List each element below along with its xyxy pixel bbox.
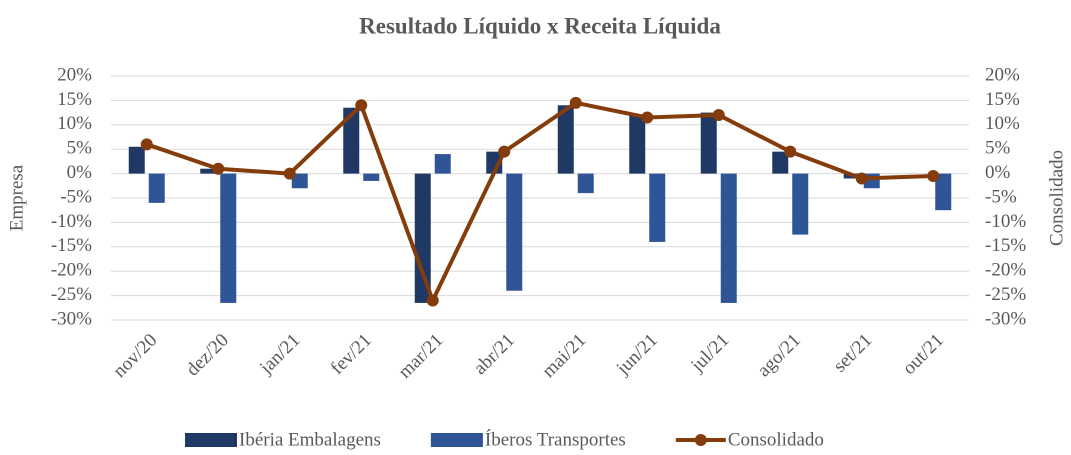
y-tick-label: 0% — [67, 162, 93, 183]
y-tick-label: -15% — [51, 235, 92, 256]
bar — [343, 107, 360, 174]
bar — [506, 173, 523, 291]
y-tick-label: -5% — [60, 186, 92, 207]
marker — [355, 99, 368, 112]
bar — [577, 173, 594, 194]
bar — [772, 151, 789, 174]
chart-title: Resultado Líquido x Receita Líquida — [359, 13, 721, 38]
x-tick-label: set/21 — [829, 330, 876, 377]
x-tick-label: jul/21 — [686, 330, 733, 377]
marker — [283, 167, 296, 180]
x-tick-label: mai/21 — [538, 330, 590, 382]
legend-swatch — [185, 433, 237, 447]
bar — [128, 146, 145, 174]
marker — [498, 145, 511, 158]
bar — [629, 115, 646, 174]
marker — [784, 145, 797, 158]
bar — [434, 154, 451, 174]
y-tick-label: 5% — [67, 138, 93, 159]
x-tick-label: dez/20 — [182, 330, 233, 381]
marker — [569, 96, 582, 109]
marker — [712, 109, 725, 122]
bar — [148, 173, 165, 203]
y2-tick-label: -20% — [985, 260, 1026, 281]
bar — [220, 173, 237, 303]
legend-label: Íberos Transportes — [485, 428, 626, 450]
legend-swatch — [694, 434, 707, 446]
marker — [855, 172, 868, 185]
x-tick-label: abr/21 — [470, 330, 519, 379]
bar — [935, 173, 952, 211]
x-tick-label: jan/21 — [255, 330, 304, 379]
bar — [200, 168, 217, 174]
bar — [649, 173, 666, 242]
legend-label: Consolidado — [728, 429, 824, 450]
marker — [927, 170, 940, 183]
marker — [426, 294, 439, 307]
y-tick-label: 20% — [57, 64, 92, 85]
y2-axis-title: Consolidado — [1046, 150, 1067, 246]
y-tick-label: -25% — [51, 284, 92, 305]
y2-tick-label: 10% — [985, 113, 1020, 134]
y2-tick-label: 0% — [985, 162, 1011, 183]
marker — [140, 138, 153, 151]
marker — [641, 111, 654, 124]
legend-swatch — [430, 433, 483, 447]
line — [146, 100, 934, 303]
y2-tick-label: 15% — [985, 89, 1020, 110]
y-tick-label: -30% — [51, 308, 92, 329]
bar — [414, 173, 431, 303]
x-tick-label: jun/21 — [612, 330, 662, 380]
bar — [557, 105, 574, 174]
bar — [291, 173, 308, 189]
y-tick-label: 10% — [57, 113, 92, 134]
bar — [792, 173, 809, 235]
y-axis-title: Empresa — [6, 164, 27, 231]
x-tick-label: mar/21 — [394, 330, 447, 383]
y2-tick-label: -15% — [985, 235, 1026, 256]
y2-tick-label: 5% — [985, 138, 1011, 159]
y-tick-label: 15% — [57, 89, 92, 110]
y2-tick-label: -10% — [985, 211, 1026, 232]
y2-tick-label: -25% — [985, 284, 1026, 305]
x-tick-label: fev/21 — [327, 330, 376, 379]
y-tick-label: -20% — [51, 260, 92, 281]
marker — [212, 162, 225, 175]
bar — [700, 112, 717, 174]
x-tick-label: out/21 — [899, 330, 948, 379]
y2-tick-label: -30% — [985, 308, 1026, 329]
bar — [720, 173, 737, 303]
y2-tick-label: -5% — [985, 186, 1017, 207]
x-tick-label: ago/21 — [753, 330, 804, 381]
x-tick-label: nov/20 — [109, 330, 161, 382]
bar — [363, 173, 380, 181]
y2-tick-label: 20% — [985, 64, 1020, 85]
y-tick-label: -10% — [51, 211, 92, 232]
legend-label: Ibéria Embalagens — [239, 429, 381, 450]
